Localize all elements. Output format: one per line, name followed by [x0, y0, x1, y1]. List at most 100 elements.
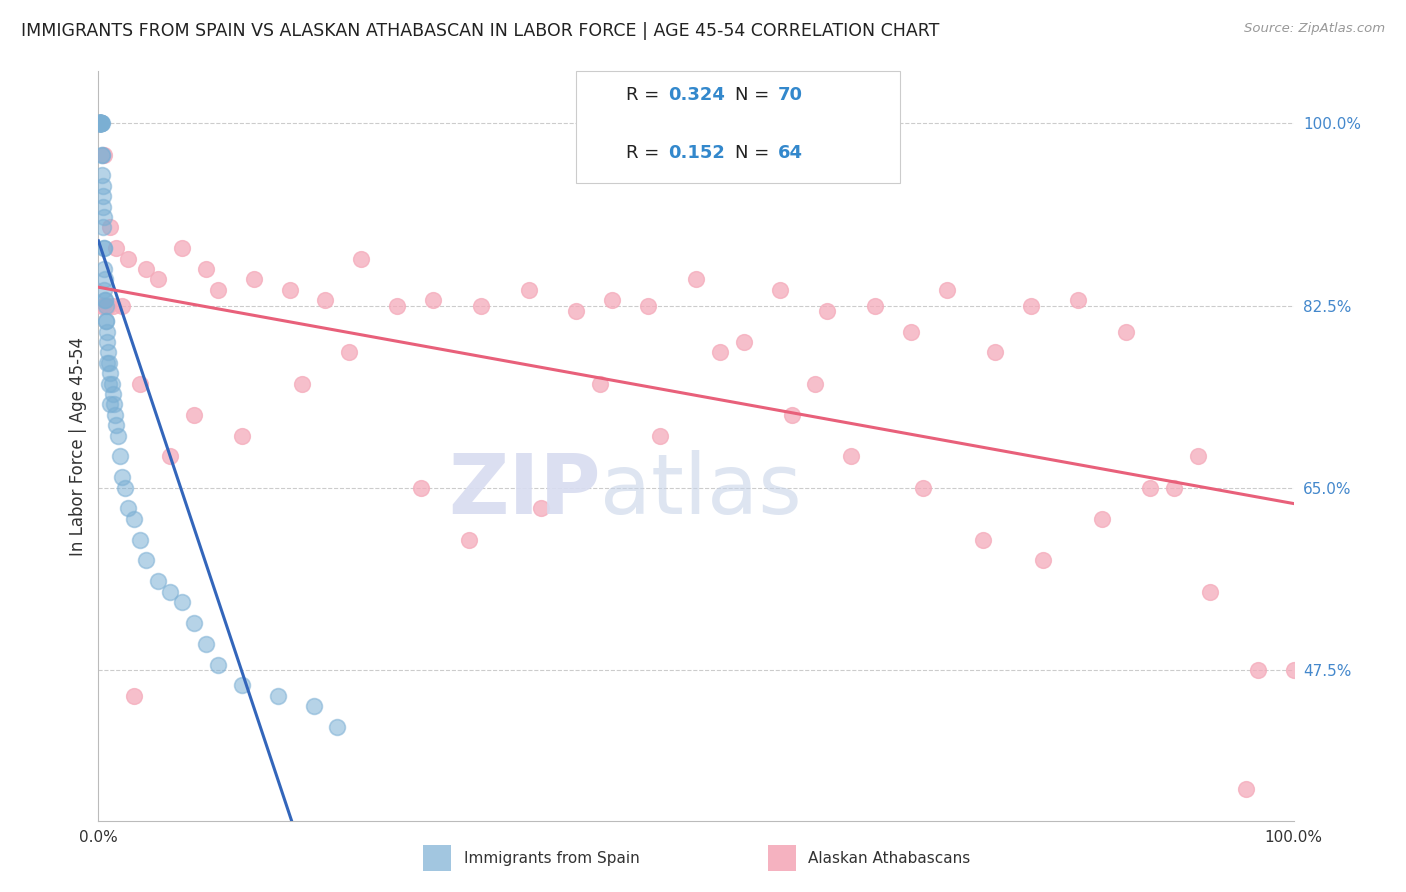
Point [93, 262, 115, 277]
Point [89, 116, 111, 130]
Point [89, 116, 111, 130]
Point [90, 116, 112, 130]
Point [231, 428, 253, 442]
Point [936, 283, 959, 297]
Point [129, 376, 152, 391]
Point [769, 283, 792, 297]
Text: N =: N = [735, 144, 775, 161]
Point [589, 376, 612, 391]
Point [94, 298, 117, 313]
Point [93, 241, 115, 255]
Point [1067, 293, 1090, 308]
Point [91, 189, 114, 203]
Text: 0.324: 0.324 [668, 86, 724, 103]
Point [1032, 553, 1054, 567]
Point [267, 689, 290, 703]
Point [243, 272, 266, 286]
Point [159, 584, 181, 599]
Point [94, 272, 117, 286]
Point [124, 689, 146, 703]
Point [1187, 450, 1209, 464]
Point [96, 356, 118, 370]
Text: 64: 64 [778, 144, 803, 161]
Point [865, 298, 887, 313]
Point [90, 116, 112, 130]
Point [422, 293, 444, 308]
Point [89, 116, 111, 130]
Point [231, 678, 253, 692]
Text: IMMIGRANTS FROM SPAIN VS ALASKAN ATHABASCAN IN LABOR FORCE | AGE 45-54 CORRELATI: IMMIGRANTS FROM SPAIN VS ALASKAN ATHABAS… [21, 22, 939, 40]
Point [97, 345, 120, 359]
Point [111, 470, 134, 484]
Point [90, 116, 112, 130]
Text: 0.152: 0.152 [668, 144, 724, 161]
Point [565, 303, 588, 318]
Point [135, 553, 157, 567]
Point [90, 116, 112, 130]
Point [90, 116, 112, 130]
Point [129, 533, 152, 547]
Point [733, 334, 755, 349]
Point [172, 595, 194, 609]
Point [97, 298, 120, 313]
Point [87, 116, 110, 130]
Point [1199, 584, 1222, 599]
Text: Source: ZipAtlas.com: Source: ZipAtlas.com [1244, 22, 1385, 36]
Point [89, 116, 111, 130]
Point [385, 298, 409, 313]
Point [780, 408, 803, 422]
Point [650, 428, 672, 442]
Point [91, 147, 114, 161]
Point [291, 376, 314, 391]
Point [1019, 298, 1042, 313]
Point [93, 147, 115, 161]
Point [101, 298, 124, 313]
Point [183, 615, 205, 630]
Point [183, 408, 205, 422]
Point [685, 272, 707, 286]
Point [159, 450, 181, 464]
Point [96, 314, 118, 328]
Point [90, 116, 112, 130]
Text: 70: 70 [778, 86, 803, 103]
Point [817, 303, 839, 318]
Text: N =: N = [735, 86, 775, 103]
Point [326, 720, 349, 734]
Y-axis label: In Labor Force | Age 45-54: In Labor Force | Age 45-54 [69, 336, 87, 556]
Point [89, 116, 111, 130]
Point [90, 116, 112, 130]
Point [90, 116, 112, 130]
Point [458, 533, 481, 547]
Point [339, 345, 361, 359]
Point [114, 481, 136, 495]
Point [972, 533, 994, 547]
Point [315, 293, 337, 308]
Point [100, 376, 122, 391]
Point [98, 220, 122, 235]
Point [278, 283, 301, 297]
Point [108, 450, 131, 464]
Point [207, 657, 229, 672]
Point [1163, 481, 1185, 495]
Point [984, 345, 1007, 359]
Point [89, 116, 111, 130]
Point [93, 210, 115, 224]
Point [302, 699, 325, 714]
Point [709, 345, 731, 359]
Point [94, 293, 117, 308]
Point [91, 298, 114, 313]
Point [89, 116, 111, 130]
Point [93, 283, 115, 297]
Point [101, 387, 124, 401]
Point [93, 241, 115, 255]
Point [90, 116, 112, 130]
Point [411, 481, 433, 495]
Point [94, 314, 117, 328]
Point [97, 376, 120, 391]
Point [135, 262, 157, 277]
Point [94, 293, 117, 308]
Point [602, 293, 624, 308]
Point [470, 298, 492, 313]
Text: ZIP: ZIP [449, 450, 600, 532]
Point [517, 283, 540, 297]
